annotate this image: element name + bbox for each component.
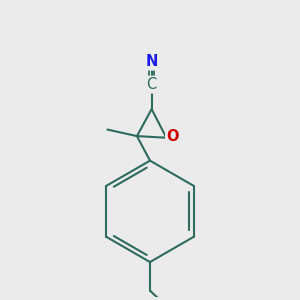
Text: N: N: [146, 54, 158, 69]
Text: O: O: [166, 129, 179, 144]
Text: C: C: [146, 77, 157, 92]
